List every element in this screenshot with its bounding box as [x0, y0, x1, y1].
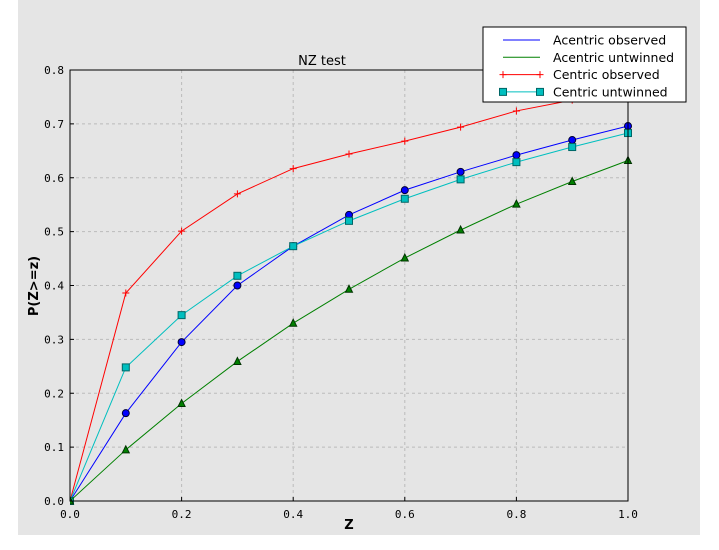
data-point — [345, 216, 353, 225]
legend-marker — [536, 87, 544, 96]
legend-label: Centric observed — [553, 67, 660, 82]
data-point — [400, 252, 410, 262]
legend-label: Acentric observed — [553, 33, 666, 48]
y-tick-label: 0.5 — [44, 226, 64, 239]
x-axis-label: Z — [344, 518, 353, 533]
data-point — [512, 158, 521, 167]
y-tick-label: 0.8 — [44, 64, 64, 77]
y-tick-label: 0.2 — [44, 387, 64, 400]
data-point — [233, 271, 242, 280]
y-tick-label: 0.6 — [44, 172, 64, 185]
data-point — [289, 165, 297, 173]
x-tick-label: 0.6 — [395, 508, 415, 521]
data-point — [457, 123, 465, 131]
data-point — [456, 175, 465, 184]
y-axis-label: P(Z>=z) — [27, 256, 42, 316]
legend-label: Centric untwinned — [553, 84, 668, 99]
y-tick-label: 0.7 — [44, 118, 64, 131]
data-point — [400, 194, 409, 203]
data-point — [567, 176, 577, 186]
data-point — [456, 167, 465, 176]
data-point — [177, 338, 186, 347]
series-centric-observed — [70, 82, 632, 505]
y-tick-label: 0.3 — [44, 333, 64, 346]
series-centric-untwinned — [70, 129, 632, 505]
data-point — [512, 151, 521, 160]
data-point — [344, 284, 354, 293]
data-point — [568, 143, 577, 152]
legend-label: Acentric untwinned — [553, 50, 674, 65]
data-point — [178, 227, 186, 235]
x-tick-label: 0.2 — [172, 508, 192, 521]
data-point — [289, 242, 298, 251]
legend: Acentric observed Acentric untwinned Centr… — [482, 26, 687, 103]
data-point — [121, 363, 130, 372]
legend-marker — [499, 87, 507, 96]
data-point — [233, 356, 242, 365]
series-line — [70, 85, 629, 502]
series-acentric-untwinned — [70, 155, 633, 505]
data-point — [512, 107, 520, 115]
data-point — [177, 398, 186, 407]
series-line — [70, 125, 629, 502]
x-tick-label: 0.8 — [506, 508, 526, 521]
data-point — [456, 224, 465, 234]
data-point — [121, 444, 131, 454]
data-point — [512, 199, 521, 208]
data-point — [121, 409, 130, 418]
data-point — [233, 281, 242, 290]
chart-title: NZ test — [298, 54, 346, 69]
data-point — [568, 136, 577, 145]
legend-marker — [536, 71, 544, 79]
data-point — [345, 150, 353, 158]
y-tick-label: 0.0 — [44, 495, 64, 508]
x-tick-label: 0.4 — [283, 508, 303, 521]
y-tick-label: 0.4 — [44, 280, 64, 293]
data-point — [400, 186, 409, 195]
data-point — [177, 311, 186, 320]
data-point — [233, 190, 241, 198]
x-tick-label: 1.0 — [618, 508, 638, 521]
y-tick-label: 0.1 — [44, 441, 64, 454]
data-point — [401, 137, 409, 145]
legend-marker — [499, 71, 507, 79]
x-tick-label: 0.0 — [60, 508, 80, 521]
data-point — [288, 318, 298, 327]
series-line — [70, 132, 629, 502]
data-point — [122, 289, 130, 297]
